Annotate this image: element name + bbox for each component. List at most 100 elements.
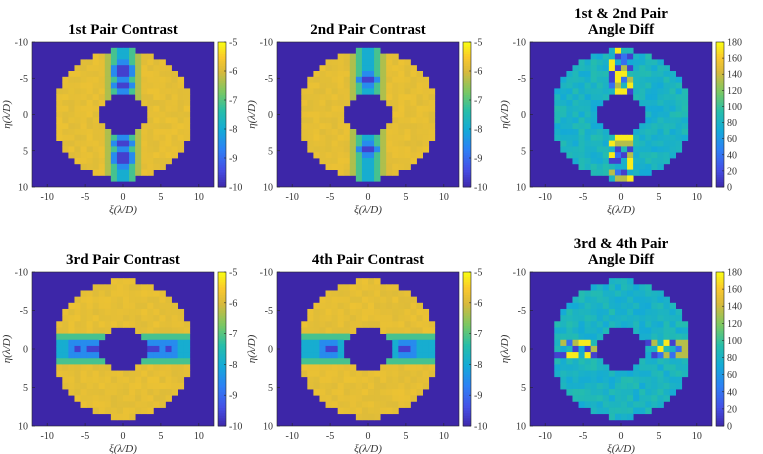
heatmap-cell [614,376,622,384]
colorbar-segment [463,124,471,128]
heatmap-cell [165,152,172,159]
heatmap-cell [663,152,670,159]
colorbar-segment [218,372,226,376]
heatmap-cell [337,129,345,136]
heatmap-cell [361,376,369,384]
heatmap-cell [92,53,100,60]
heatmap-cell [416,129,423,136]
colorbar-segment [716,51,724,55]
heatmap-cell [584,82,592,89]
heatmap-cell [602,395,610,402]
chart-title: Angle Diff [588,252,655,268]
heatmap-cell [639,395,646,402]
heatmap-cell [392,407,399,415]
heatmap-cell [361,321,369,328]
heatmap-cell [159,333,166,341]
heatmap-cell [404,290,411,298]
heatmap-cell [123,278,130,285]
heatmap-cell [98,76,106,83]
heatmap-cell [657,333,664,341]
heatmap-cell [165,76,172,83]
heatmap-cell [398,296,405,304]
heatmap-cell [171,376,178,384]
heatmap-cell [645,82,652,89]
heatmap-cell [159,65,166,72]
heatmap-cell [86,134,94,141]
heatmap-cell [392,163,399,170]
heatmap-cell [86,76,94,83]
colorbar-segment [716,418,724,422]
heatmap-cell [614,88,622,95]
heatmap-cell [74,327,81,334]
heatmap-cell [560,315,567,322]
heatmap-cell [639,94,646,101]
heatmap-cell [177,333,185,341]
colorbar-segment [463,61,471,65]
heatmap-cell [572,123,579,130]
colorbar-segment [463,102,471,106]
heatmap-cell [135,88,142,95]
heatmap-cell [123,395,130,402]
heatmap-cell [80,163,87,170]
colorbar-tick-label: 100 [727,102,742,113]
heatmap-cell [147,321,154,328]
colorbar-segment [716,292,724,296]
heatmap-cell [183,94,191,101]
heatmap-cell [590,401,598,408]
colorbar-segment [218,143,226,147]
colorbar-segment [218,129,226,132]
heatmap-cell [590,82,598,89]
heatmap-cell [657,339,664,347]
heatmap-cell [337,345,345,353]
heatmap-cell [633,376,640,384]
colorbar-segment [463,400,471,404]
heatmap-cell [98,146,106,153]
heatmap-cell [572,333,579,341]
heatmap-cell [398,395,405,402]
heatmap-cell [392,152,399,159]
heatmap-cell [68,100,75,107]
heatmap-cell [578,302,585,310]
colorbar-segment [218,325,226,329]
heatmap-cell [123,407,130,415]
heatmap-cell [386,152,393,159]
heatmap-cell [578,123,585,130]
colorbar-segment [218,83,226,86]
heatmap-cell [663,364,670,371]
colorbar-tick-label: 20 [727,166,737,177]
heatmap-cell [301,327,308,334]
heatmap-cell [56,345,63,353]
heatmap-cell [614,175,622,182]
heatmap-cell [313,152,320,159]
heatmap-cell [86,163,94,170]
heatmap-cell [355,308,363,316]
heatmap-cell [165,123,172,130]
heatmap-cell [590,389,598,396]
heatmap-cell [74,333,81,341]
heatmap-cell [110,140,118,147]
heatmap-cell [80,65,87,72]
heatmap-cell [368,53,375,60]
heatmap-cell [349,94,357,101]
heatmap-cell [584,333,592,341]
heatmap-cell [343,333,351,341]
heatmap-cell [645,140,652,147]
colorbar-segment [218,413,226,417]
heatmap-cell [669,140,676,147]
heatmap-cell [410,395,417,402]
heatmap-cell [98,140,106,147]
heatmap-cell [560,100,567,107]
heatmap-cell [410,352,417,359]
colorbar-segment [218,297,226,301]
colorbar-segment [218,323,226,327]
colorbar-segment [716,145,724,149]
heatmap-cell [319,345,326,353]
heatmap-cell [578,158,585,165]
colorbar-segment [463,331,471,335]
heatmap-cell [68,76,75,83]
heatmap-cell [319,71,326,78]
heatmap-cell [368,321,375,328]
heatmap-cell [153,321,160,328]
heatmap-cell [566,339,573,347]
heatmap-cell [627,65,634,72]
